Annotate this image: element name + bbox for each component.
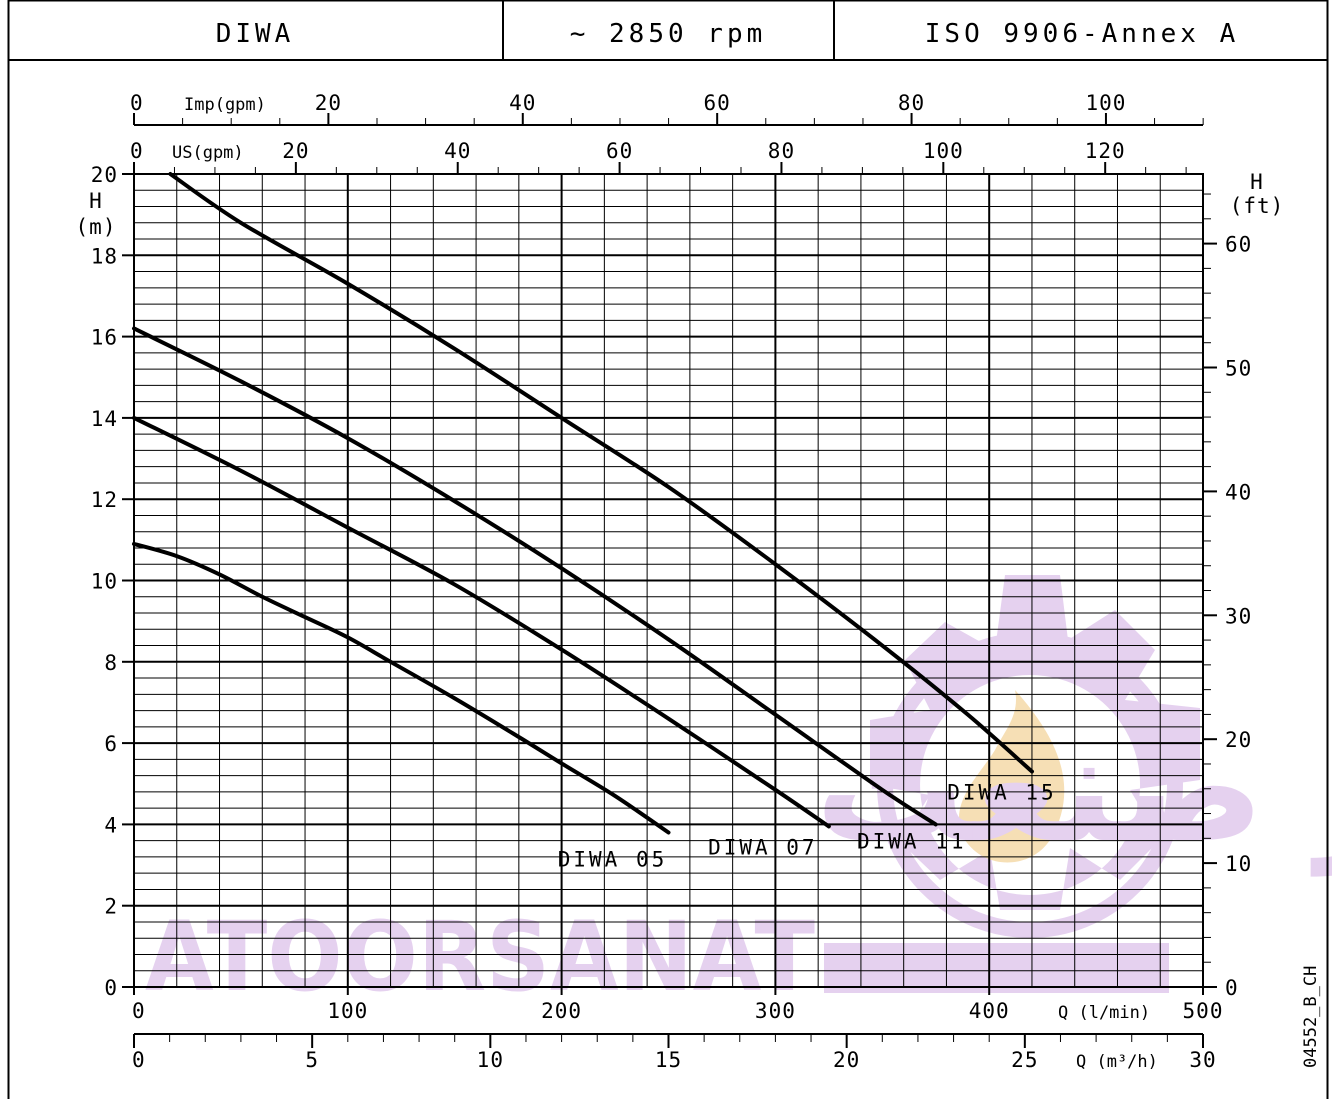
y2-axis-label-unit: (ft) [1230, 194, 1285, 218]
us-tick-label: 40 [444, 139, 471, 163]
y-tick-label: 14 [91, 407, 118, 431]
y-tick-label: 4 [104, 813, 118, 837]
outer-frame [7, 0, 1329, 1099]
y-tick-label: 18 [91, 244, 118, 268]
watermark-bar [824, 943, 1169, 993]
m3h-tick-label: 10 [477, 1048, 504, 1072]
y2-axis-label-h: H [1250, 170, 1264, 194]
imp-tick-label: 100 [1085, 91, 1126, 115]
x-tick-label: 500 [1183, 999, 1224, 1023]
x-axis-label-m3h: Q (m³/h) [1076, 1052, 1158, 1072]
series-labels: DIWA 05 DIWA 07 DIWA 11 DIWA 15 [558, 781, 1057, 872]
imp-tick-label: 80 [898, 91, 925, 115]
series-line-diwa-05 [132, 541, 671, 835]
header-model: DIWA [216, 19, 295, 49]
axes [122, 113, 1217, 1048]
ft-tick-label: 50 [1225, 356, 1252, 380]
x-axis-label-us: US(gpm) [172, 143, 244, 163]
series-label-diwa-07: DIWA 07 [708, 835, 818, 859]
series-lines [132, 172, 1034, 835]
imp-tick-label: 20 [315, 91, 342, 115]
ft-tick-label: 30 [1225, 604, 1252, 628]
m3h-tick-label: 25 [1011, 1048, 1038, 1072]
series-label-diwa-11: DIWA 11 [857, 829, 967, 853]
x-axis-label-lmin: Q (l/min) [1058, 1003, 1150, 1023]
y-axis-label-h: H [89, 189, 103, 213]
m3h-tick-label: 0 [132, 1048, 146, 1072]
us-tick-label: 80 [768, 139, 795, 163]
watermark-latin: ATOORSANAT [145, 901, 815, 1013]
imp-tick-label: 60 [704, 91, 731, 115]
series-line-diwa-15 [168, 172, 1034, 774]
y-tick-label: 10 [91, 570, 118, 594]
y-tick-label: 16 [91, 326, 118, 350]
us-tick-label: 120 [1085, 139, 1126, 163]
x-tick-label: 400 [969, 999, 1010, 1023]
x-tick-label: 100 [327, 999, 368, 1023]
x-axis-label-imp: Imp(gpm) [184, 95, 266, 115]
y-tick-label: 8 [104, 651, 118, 675]
ft-tick-label: 0 [1225, 976, 1239, 1000]
header-speed: ~ 2850 rpm [570, 19, 767, 49]
ft-tick-label: 20 [1225, 728, 1252, 752]
y-tick-label: 20 [91, 163, 118, 187]
ft-tick-label: 40 [1225, 480, 1252, 504]
x-tick-label: 200 [541, 999, 582, 1023]
series-label-diwa-15: DIWA 15 [947, 781, 1057, 805]
x-tick-label: 300 [755, 999, 796, 1023]
ft-tick-label: 60 [1225, 233, 1252, 257]
y-tick-label: 6 [104, 732, 118, 756]
grid-major [133, 173, 1204, 988]
gear-ring [877, 632, 1183, 938]
series-label-diwa-05: DIWA 05 [558, 848, 668, 872]
imp-tick-label: 0 [130, 91, 144, 115]
y-axis-label-unit: (m) [76, 215, 117, 239]
series-line-diwa-07 [132, 415, 831, 829]
series-line-diwa-11 [132, 326, 938, 827]
m3h-tick-label: 30 [1189, 1048, 1216, 1072]
us-tick-label: 20 [282, 139, 309, 163]
flame-icon [958, 690, 1065, 863]
ft-tick-label: 10 [1225, 852, 1252, 876]
m3h-tick-label: 20 [833, 1048, 860, 1072]
header-standard: ISO 9906-Annex A [925, 19, 1239, 49]
x-tick-label: 0 [132, 999, 146, 1023]
y-tick-label: 2 [104, 895, 118, 919]
us-tick-label: 0 [130, 139, 144, 163]
y-tick-label: 12 [91, 488, 118, 512]
us-tick-label: 60 [606, 139, 633, 163]
figure-code: 04552_B_CH [1301, 966, 1321, 1068]
watermark: ATOORSANAT آتور صنعت [145, 575, 1332, 1013]
m3h-tick-label: 5 [305, 1048, 319, 1072]
imp-tick-label: 40 [509, 91, 536, 115]
us-tick-label: 100 [923, 139, 964, 163]
y-tick-label: 0 [104, 976, 118, 1000]
m3h-tick-label: 15 [655, 1048, 682, 1072]
